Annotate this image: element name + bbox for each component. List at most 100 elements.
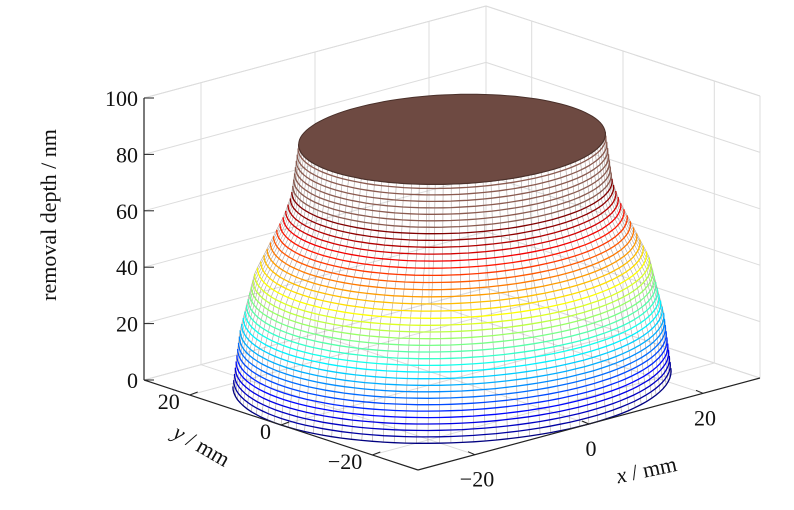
surface-meridian: [296, 174, 344, 430]
surface-ring: [297, 135, 607, 190]
surface-ring: [292, 166, 612, 222]
x-tick-mark: [581, 420, 590, 425]
surface-meridian: [579, 159, 636, 408]
z-axis-label: removal depth / nm: [36, 129, 61, 301]
surface-ring: [239, 312, 665, 387]
surface-ring: [233, 362, 671, 438]
surface-meridian: [575, 161, 629, 411]
surface-mesh: [232, 93, 672, 444]
surface-meridian: [351, 181, 382, 440]
surface-meridian: [570, 163, 622, 414]
surface-meridian: [601, 143, 667, 386]
surface-meridian: [594, 150, 657, 396]
surface-meridian: [498, 180, 519, 438]
surface-ring: [249, 275, 655, 347]
surface-meridian: [604, 138, 671, 379]
surface-meridian: [565, 165, 615, 417]
surface-ring: [266, 233, 638, 298]
surface-meridian: [361, 182, 390, 441]
surface-meridian: [534, 173, 571, 429]
surface-ring: [259, 245, 645, 312]
y-axis-label-unit: / mm: [177, 424, 234, 471]
z-tick-label: 80: [116, 142, 138, 167]
surface-ring: [296, 141, 608, 196]
surface-ring: [279, 209, 625, 269]
y-tick-mark: [280, 421, 290, 426]
surface-ring: [282, 203, 622, 262]
surface-meridian: [246, 160, 309, 409]
surface-meridian: [273, 169, 328, 423]
surface-meridian: [280, 171, 333, 426]
surface-ring: [242, 300, 662, 373]
surface-meridian: [331, 179, 369, 437]
z-tick-label: 0: [127, 368, 138, 393]
surface-meridian: [393, 183, 412, 443]
x-tick-mark: [695, 389, 704, 394]
surface-ring: [294, 154, 610, 209]
x-tick-label: 0: [586, 436, 597, 461]
surface-meridian: [233, 149, 300, 394]
surface-meridian: [304, 175, 350, 432]
surface-ring: [236, 337, 668, 412]
surface-meridian: [267, 167, 324, 421]
x-tick-label: 20: [694, 405, 716, 430]
surface-meridian: [584, 157, 642, 405]
surface-ring: [253, 257, 651, 326]
surface-ring: [292, 172, 612, 228]
surface-meridian: [458, 183, 463, 443]
surface-meridian: [513, 178, 541, 435]
y-tick-label: 20: [158, 389, 180, 414]
surface-meridian: [416, 184, 428, 444]
surface-meridian: [235, 151, 301, 397]
grid-line-y: [372, 362, 715, 456]
x-axis-label: x / mm: [613, 451, 679, 488]
surface-meridian: [251, 162, 312, 412]
surface-meridian: [490, 181, 508, 439]
y-tick-label: −20: [328, 449, 362, 474]
y-tick-label: 0: [260, 419, 271, 444]
surface-meridian: [312, 177, 356, 434]
surface-ring: [244, 294, 660, 367]
surface-ring: [235, 343, 669, 419]
surface-ring: [237, 331, 667, 406]
surface-ring: [252, 263, 652, 333]
surface-ring: [263, 239, 641, 305]
surface-meridian: [474, 182, 486, 442]
y-tick-mark: [189, 391, 198, 396]
surface-meridian: [604, 136, 671, 375]
surface-ring: [272, 221, 632, 284]
surface-meridian: [547, 170, 590, 425]
surface-meridian: [341, 180, 375, 439]
surface-meridian: [505, 179, 530, 437]
z-tick-label: 60: [116, 199, 138, 224]
surface-meridian: [527, 175, 561, 431]
surface-ring: [241, 306, 663, 380]
surface-ring: [295, 147, 609, 203]
y-tick-mark: [372, 451, 381, 456]
surface-meridian: [591, 152, 652, 399]
surface-meridian: [588, 154, 647, 402]
x-tick-label: −20: [460, 467, 494, 492]
surface-meridian: [553, 169, 599, 422]
surface-ring: [289, 184, 615, 242]
surface-meridian: [559, 167, 607, 419]
surface-meridian: [597, 148, 661, 392]
surface-meridian: [603, 141, 669, 382]
surface-ring: [247, 282, 657, 353]
surface-ring: [291, 178, 613, 235]
surface-meridian: [372, 182, 397, 442]
z-tick-label: 20: [116, 312, 138, 337]
surface-meridian: [541, 172, 581, 427]
surface-ring: [269, 227, 635, 291]
y-axis-label: y / mm: [167, 418, 234, 471]
surface-meridian: [288, 173, 338, 428]
surface-plateau: [298, 93, 606, 185]
z-tick-label: 40: [116, 255, 138, 280]
surface-ring: [232, 368, 672, 444]
surface-meridian: [237, 153, 303, 400]
surface-ring: [233, 355, 671, 432]
surface-meridian: [482, 181, 497, 441]
surface-meridian: [243, 158, 307, 406]
surface-ring: [256, 251, 648, 319]
x-tick-mark: [467, 451, 476, 456]
